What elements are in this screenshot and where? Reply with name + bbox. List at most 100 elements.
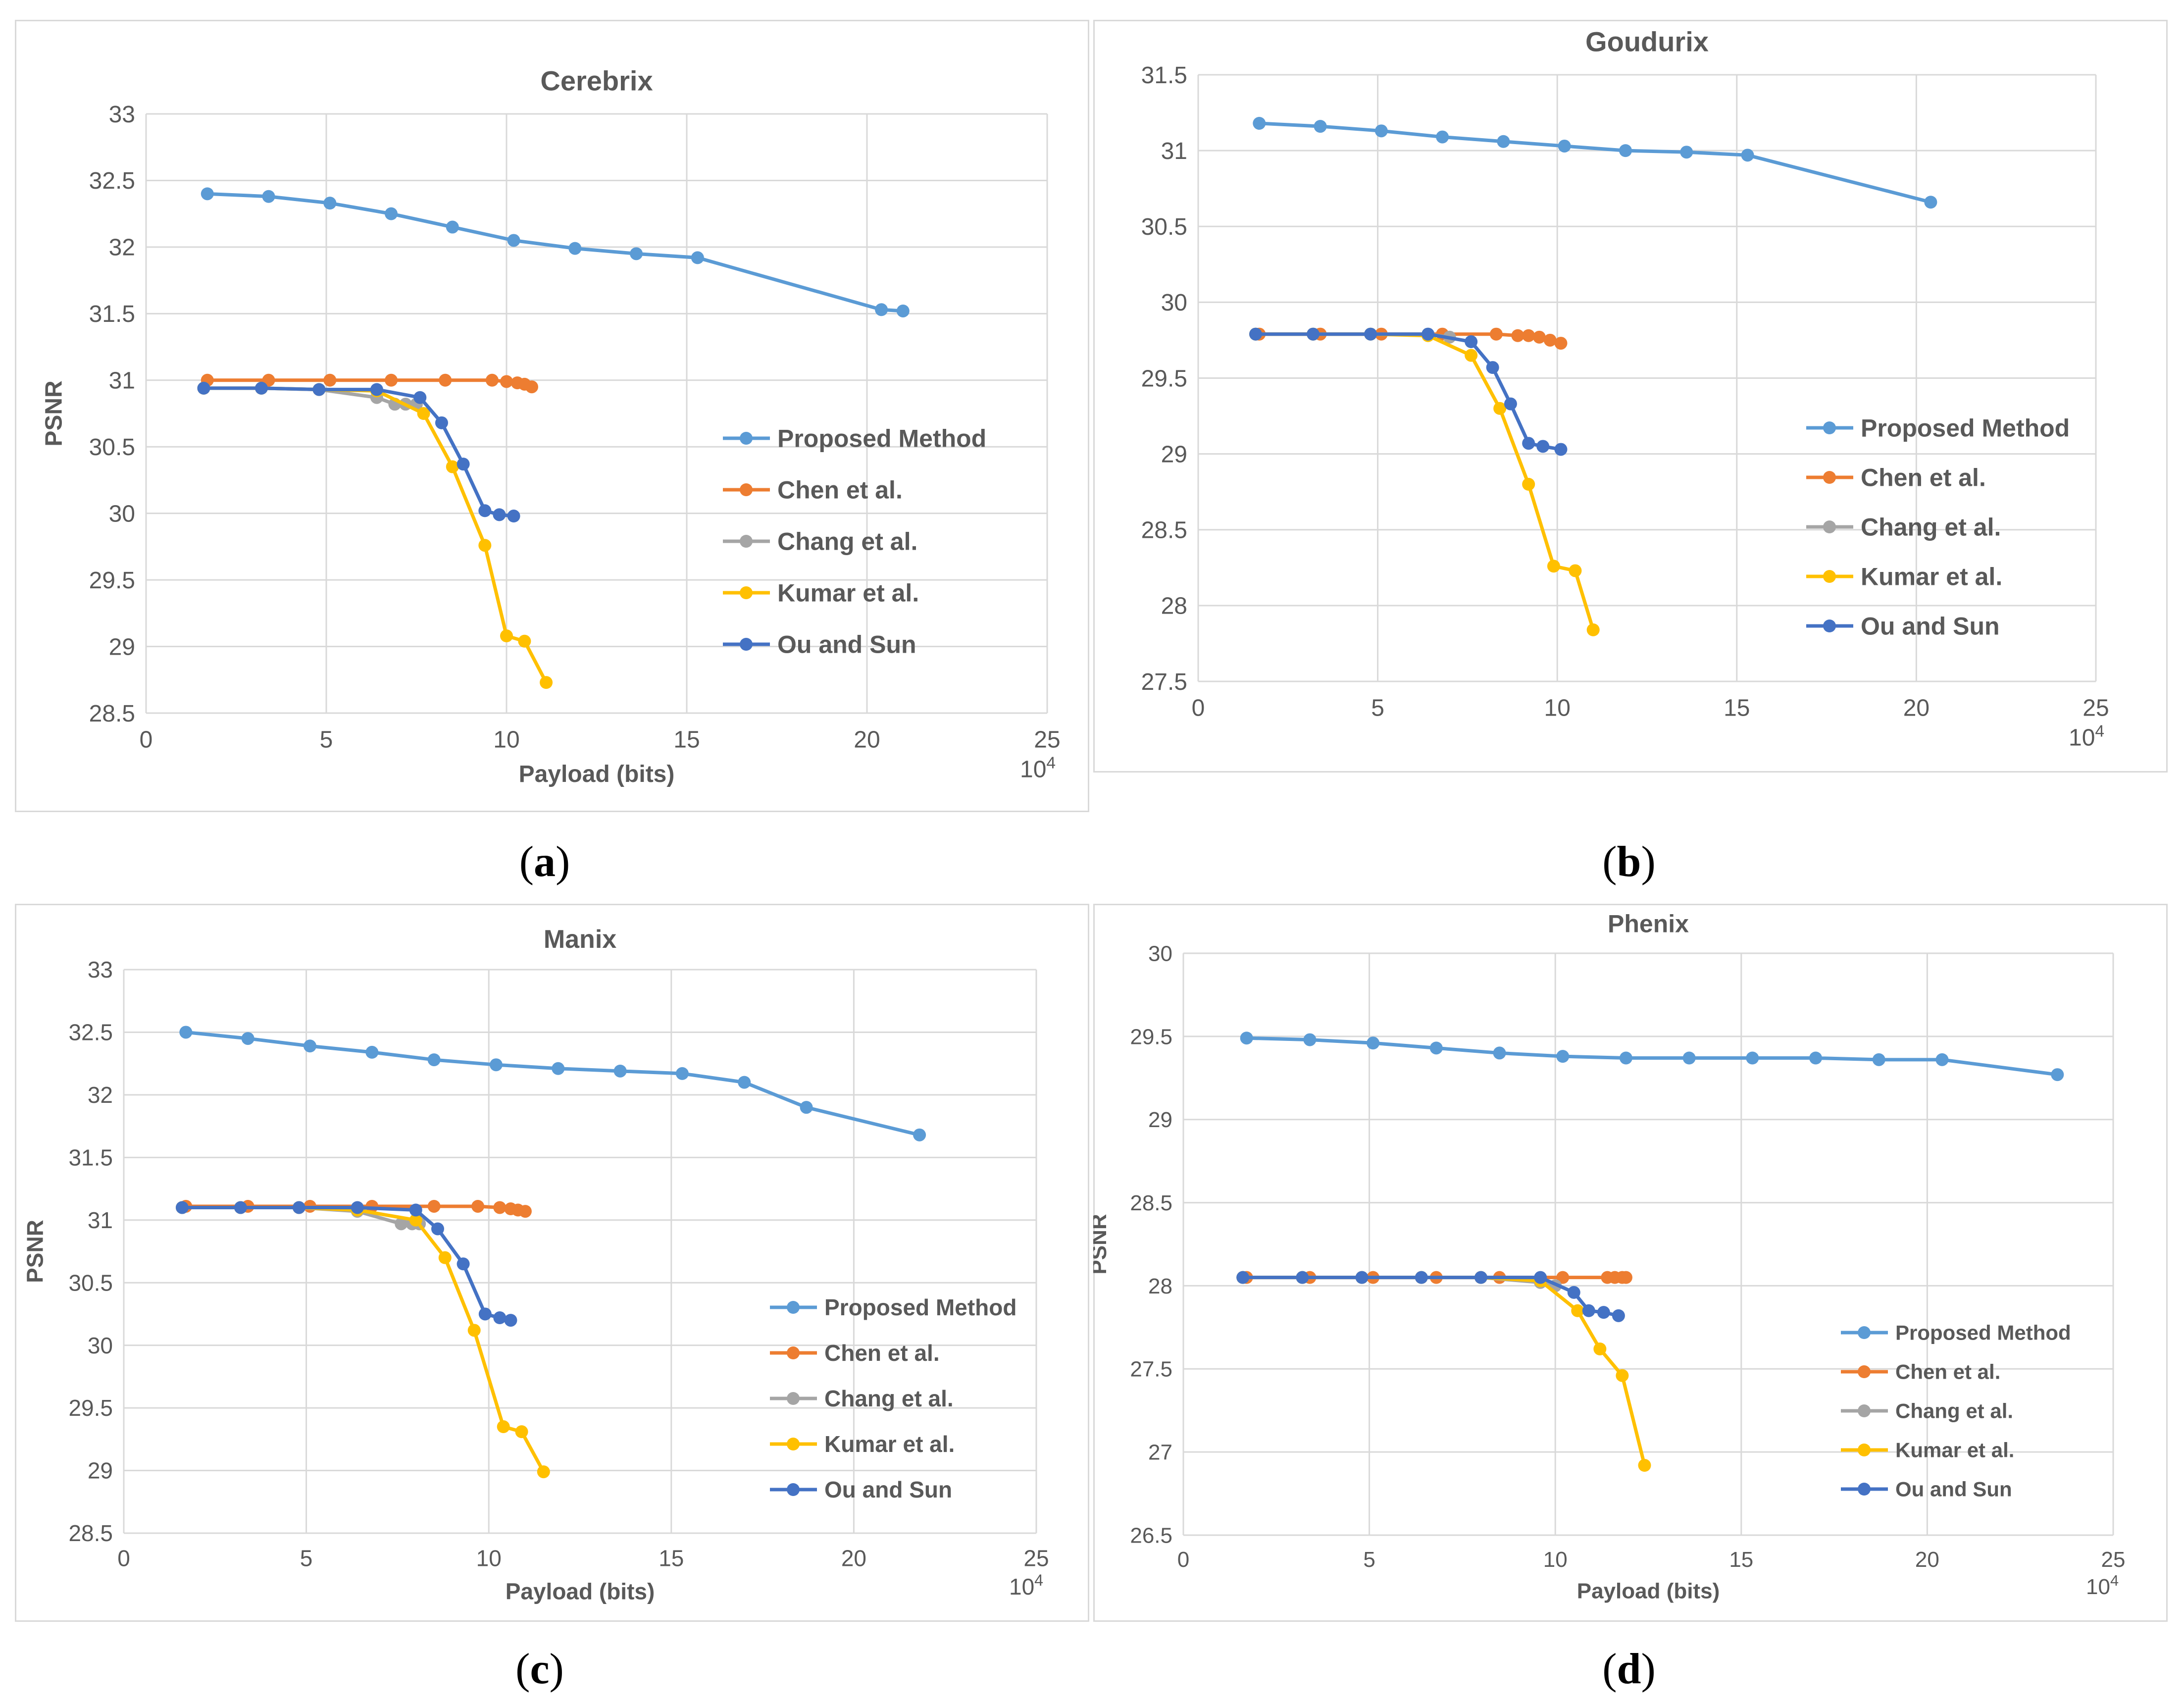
data-point-proposed-method xyxy=(1374,124,1388,138)
x-axis-label: Payload (bits) xyxy=(519,761,675,787)
x-tick-label: 15 xyxy=(659,1546,684,1571)
data-point-ou-and-sun xyxy=(409,1203,422,1217)
series-line-proposed-method xyxy=(207,192,904,313)
data-point-proposed-method xyxy=(1558,139,1571,153)
data-point-kumar-et-al xyxy=(1569,564,1582,577)
y-tick-label: 27 xyxy=(1148,1441,1172,1465)
panel-label-d: (d) xyxy=(1602,1645,1656,1693)
data-point-proposed-method xyxy=(262,190,275,203)
legend-label-chen-et-al: Chen et al. xyxy=(1895,1360,2000,1384)
panel-label-c: (c) xyxy=(515,1645,564,1693)
legend-marker-kumar-et-al xyxy=(1823,570,1836,583)
legend-marker-chang-et-al xyxy=(740,535,753,548)
data-point-ou-and-sun xyxy=(1486,361,1499,374)
chart-goudurix: 27.5 28 28.5 29 29.5 30 30.5 31 31.5 0 5 10 15 20 2510… xyxy=(1141,26,2109,751)
y-tick-label: 29 xyxy=(1161,441,1187,467)
chart-cerebrix: 28.5 29 29.5 30 30.5 31 31.5 32 32.5 33 0 5 10 15 20 25… xyxy=(41,65,1061,787)
x-tick-label: 25 xyxy=(1034,727,1060,753)
data-point-ou-and-sun xyxy=(457,458,470,471)
y-tick-label: 30 xyxy=(88,1333,113,1358)
y-tick-label: 30 xyxy=(1148,941,1172,966)
data-point-kumar-et-al xyxy=(518,634,531,648)
data-point-ou-and-sun xyxy=(493,1311,507,1325)
x-tick-label: 5 xyxy=(300,1546,313,1571)
data-point-kumar-et-al xyxy=(1571,1304,1584,1317)
legend-label-chen-et-al: Chen et al. xyxy=(824,1340,940,1366)
x-tick-label: 15 xyxy=(1729,1548,1753,1572)
data-point-ou-and-sun xyxy=(478,504,492,517)
y-tick-label: 29.5 xyxy=(68,1395,113,1421)
data-point-ou-and-sun xyxy=(1534,1271,1547,1284)
data-point-kumar-et-al xyxy=(417,407,430,420)
legend-label-kumar-et-al: Kumar et al. xyxy=(777,579,919,607)
data-point-proposed-method xyxy=(913,1128,926,1141)
data-point-ou-and-sun xyxy=(1307,327,1320,341)
legend-label-proposed-method: Proposed Method xyxy=(777,425,986,453)
data-point-ou-and-sun xyxy=(197,381,210,395)
data-point-proposed-method xyxy=(427,1053,441,1067)
y-tick-label: 31.5 xyxy=(68,1144,113,1170)
legend-label-kumar-et-al: Kumar et al. xyxy=(1861,563,2002,591)
legend-label-proposed-method: Proposed Method xyxy=(824,1294,1016,1320)
data-point-proposed-method xyxy=(1240,1032,1253,1045)
y-tick-label: 32 xyxy=(88,1082,113,1108)
series-line-kumar-et-al xyxy=(203,386,548,683)
data-point-proposed-method xyxy=(1682,1051,1696,1065)
legend-label-chang-et-al: Chang et al. xyxy=(824,1386,954,1411)
data-point-ou-and-sun xyxy=(234,1201,247,1214)
data-point-ou-and-sun xyxy=(507,510,520,523)
data-point-proposed-method xyxy=(1367,1036,1380,1050)
y-tick-label: 29.5 xyxy=(1130,1025,1172,1049)
data-point-kumar-et-al xyxy=(438,1251,452,1264)
chart-title: Goudurix xyxy=(1585,26,1709,57)
legend-label-proposed-method: Proposed Method xyxy=(1895,1321,2071,1344)
y-tick-label: 29.5 xyxy=(89,568,135,594)
legend-marker-proposed-method xyxy=(740,432,753,445)
y-tick-label: 30 xyxy=(1161,290,1187,316)
data-point-kumar-et-al xyxy=(409,1213,422,1227)
data-point-ou-and-sun xyxy=(1364,327,1377,341)
y-tick-label: 30.5 xyxy=(68,1270,113,1295)
data-point-ou-and-sun xyxy=(435,416,448,429)
data-point-kumar-et-al xyxy=(500,629,513,643)
y-tick-label: 28 xyxy=(1161,593,1187,620)
data-point-ou-and-sun xyxy=(1465,335,1478,348)
panel-frame-d xyxy=(1093,904,2168,1622)
x-axis-label: Payload (bits) xyxy=(1577,1579,1720,1603)
x-multiplier-label: 104 xyxy=(1020,754,1056,783)
data-point-kumar-et-al xyxy=(446,460,459,473)
data-point-chen-et-al xyxy=(1619,1271,1632,1284)
legend-label-chang-et-al: Chang et al. xyxy=(1895,1399,2013,1423)
legend-marker-proposed-method xyxy=(1823,421,1836,434)
data-point-kumar-et-al xyxy=(478,539,492,552)
data-point-chen-et-al xyxy=(385,373,398,387)
data-point-kumar-et-al xyxy=(1547,560,1560,573)
legend-label-chen-et-al: Chen et al. xyxy=(777,476,903,504)
y-tick-label: 26.5 xyxy=(1130,1523,1172,1548)
data-point-ou-and-sun xyxy=(254,381,268,395)
legend-label-ou-and-sun: Ou and Sun xyxy=(1895,1478,2012,1501)
data-point-ou-and-sun xyxy=(351,1201,364,1214)
data-point-proposed-method xyxy=(1741,149,1754,162)
legend-marker-ou-and-sun xyxy=(1858,1483,1871,1496)
y-tick-label: 28.5 xyxy=(1130,1191,1172,1215)
data-point-proposed-method xyxy=(1935,1053,1949,1066)
legend-marker-chang-et-al xyxy=(1823,520,1836,533)
data-point-ou-and-sun xyxy=(1597,1306,1610,1319)
data-point-proposed-method xyxy=(1556,1050,1570,1063)
data-point-kumar-et-al xyxy=(1493,402,1507,415)
data-point-kumar-et-al xyxy=(515,1425,528,1439)
data-point-ou-and-sun xyxy=(1355,1271,1369,1284)
data-point-proposed-method xyxy=(875,303,888,316)
legend-marker-chen-et-al xyxy=(740,483,753,496)
data-point-proposed-method xyxy=(2051,1068,2064,1082)
y-tick-label: 33 xyxy=(109,102,135,128)
data-point-ou-and-sun xyxy=(478,1307,492,1321)
legend-marker-kumar-et-al xyxy=(740,586,753,599)
panel-label-a: (a) xyxy=(519,838,570,886)
data-point-kumar-et-al xyxy=(537,1465,550,1479)
panel-frame-c xyxy=(15,904,1089,1622)
legend-marker-chang-et-al xyxy=(1858,1404,1871,1417)
x-tick-label: 10 xyxy=(476,1546,502,1571)
y-tick-label: 29.5 xyxy=(1141,365,1187,392)
